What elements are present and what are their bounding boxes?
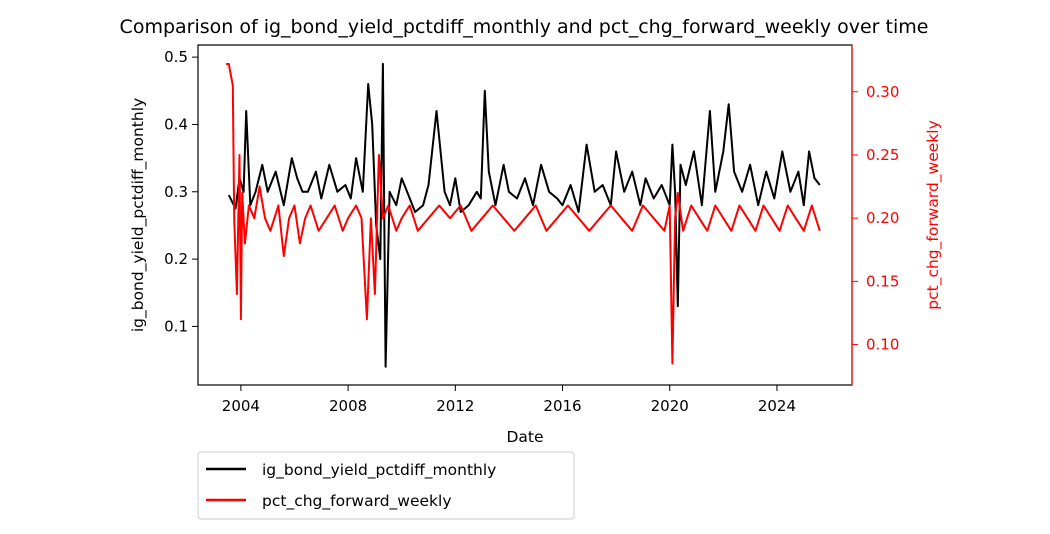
series-line-pct-chg (226, 63, 821, 365)
right-y-tick-label: 0.20 (866, 209, 899, 227)
x-tick-label: 2020 (651, 397, 689, 415)
right-y-axis-ticks: 0.10 0.15 0.20 0.25 0.30 (852, 83, 899, 354)
x-tick-label: 2016 (543, 397, 581, 415)
legend-box (197, 451, 575, 520)
chart-title: Comparison of ig_bond_yield_pctdiff_mont… (120, 16, 929, 38)
right-y-tick-label: 0.25 (866, 146, 899, 164)
legend: ig_bond_yield_pctdiff_monthly pct_chg_fo… (197, 451, 575, 520)
left-y-tick-label: 0.5 (164, 48, 188, 66)
left-y-tick-label: 0.2 (164, 250, 188, 268)
right-y-axis-label: pct_chg_forward_weekly (924, 120, 943, 310)
left-y-tick-label: 0.1 (164, 317, 188, 335)
x-tick-label: 2024 (758, 397, 796, 415)
x-tick-label: 2004 (222, 397, 260, 415)
x-tick-label: 2008 (329, 397, 367, 415)
left-y-axis-label: ig_bond_yield_pctdiff_monthly (129, 98, 148, 332)
right-y-tick-label: 0.30 (866, 83, 899, 101)
left-y-tick-label: 0.3 (164, 183, 188, 201)
x-axis-label: Date (506, 428, 543, 446)
legend-label-ig-bond: ig_bond_yield_pctdiff_monthly (262, 461, 496, 480)
plot-layer (226, 62, 821, 368)
left-y-tick-label: 0.4 (164, 115, 188, 133)
left-y-axis-ticks: 0.1 0.2 0.3 0.4 0.5 (164, 48, 198, 335)
x-axis-ticks: 2004 2008 2012 2016 2020 2024 (222, 385, 796, 415)
legend-label-pct-chg: pct_chg_forward_weekly (262, 492, 452, 511)
right-y-tick-label: 0.10 (866, 336, 899, 354)
series-line-ig-bond (227, 62, 821, 368)
x-tick-label: 2012 (436, 397, 474, 415)
right-y-tick-label: 0.15 (866, 272, 899, 290)
